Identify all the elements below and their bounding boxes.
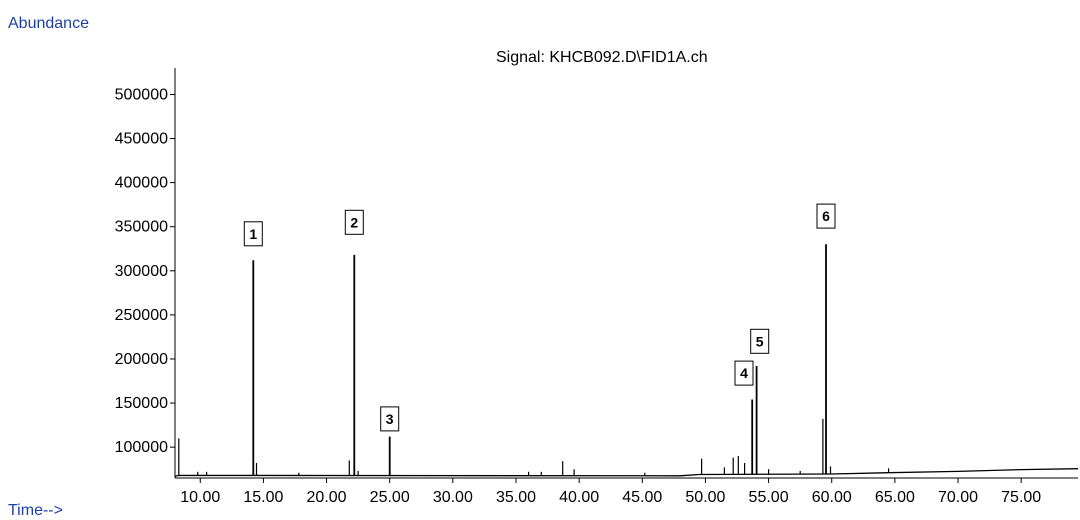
x-tick-label: 45.00 xyxy=(622,489,662,506)
x-tick-label: 25.00 xyxy=(370,489,410,506)
x-tick-label: 40.00 xyxy=(559,489,599,506)
signal-title: Signal: KHCB092.D\FID1A.ch xyxy=(496,49,708,66)
x-tick-label: 65.00 xyxy=(875,489,915,506)
peak-label-5: 5 xyxy=(750,328,770,354)
axes-layer xyxy=(174,68,1078,479)
y-axis-title: Abundance xyxy=(8,15,89,32)
peak-label-text-5: 5 xyxy=(756,333,764,349)
peak-label-text-2: 2 xyxy=(350,214,358,230)
x-tick-label: 35.00 xyxy=(496,489,536,506)
peak-label-box-2 xyxy=(344,209,364,235)
peak-label-box-3 xyxy=(380,406,400,432)
y-tick-label: 450000 xyxy=(115,131,168,148)
x-tick-label: 10.00 xyxy=(180,489,220,506)
x-tick-label: 75.00 xyxy=(1001,489,1041,506)
x-tick-label: 30.00 xyxy=(433,489,473,506)
peak-label-6: 6 xyxy=(816,203,836,229)
x-tick-label: 60.00 xyxy=(812,489,852,506)
y-tick-label: 100000 xyxy=(115,439,168,456)
y-tick-label: 350000 xyxy=(115,219,168,236)
x-tick-label: 50.00 xyxy=(685,489,725,506)
peak-label-layer: 1 2 3 45 6 xyxy=(243,203,836,432)
peak-label-text-1: 1 xyxy=(249,226,257,242)
peak-label-box-5 xyxy=(750,328,770,354)
trace-layer xyxy=(174,244,1079,477)
x-tick-label: 55.00 xyxy=(749,489,789,506)
peak-label-box-4 xyxy=(734,360,754,386)
peak-label-box-1 xyxy=(243,221,263,247)
peak-label-text-3: 3 xyxy=(386,411,394,427)
peak-label-1: 1 xyxy=(243,221,263,247)
y-tick-label: 250000 xyxy=(115,307,168,324)
chromatogram-baseline xyxy=(174,468,1079,477)
x-tick-label: 15.00 xyxy=(243,489,283,506)
peak-label-box-6 xyxy=(816,203,836,229)
peak-label-text-6: 6 xyxy=(822,208,830,224)
y-tick-label: 500000 xyxy=(115,86,168,103)
x-axis-title: Time--> xyxy=(8,502,63,519)
peak-label-3: 3 xyxy=(380,406,400,432)
y-tick-label: 150000 xyxy=(115,395,168,412)
peak-label-text-4: 4 xyxy=(740,365,748,381)
peak-label-4: 4 xyxy=(734,360,754,386)
tick-layer: 100000 150000 200000 250000 300000 350000 4000… xyxy=(115,86,1042,506)
y-tick-label: 300000 xyxy=(115,263,168,280)
y-tick-label: 400000 xyxy=(115,175,168,192)
x-tick-label: 70.00 xyxy=(938,489,978,506)
y-tick-label: 200000 xyxy=(115,351,168,368)
peak-label-2: 2 xyxy=(344,209,364,235)
x-tick-label: 20.00 xyxy=(307,489,347,506)
